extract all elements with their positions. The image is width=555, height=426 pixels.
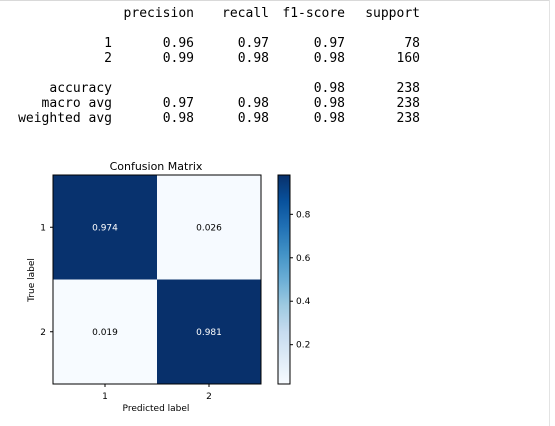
row-label: macro avg (41, 96, 112, 111)
header-precision: precision (123, 6, 194, 21)
y-tick-label: 2 (40, 328, 46, 338)
header-recall: recall (222, 6, 269, 21)
colorbar-tick-label: 0.2 (296, 341, 310, 351)
report-row-class-2: 2 0.99 0.98 0.98 160 (8, 51, 420, 66)
recall-value: 0.98 (237, 111, 269, 126)
chart-title: Confusion Matrix (110, 160, 203, 173)
right-border (549, 0, 550, 426)
matrix-frame (52, 174, 262, 385)
precision-value: 0.96 (162, 36, 194, 51)
f1-value: 0.98 (313, 51, 345, 66)
cell-value-label: 0.019 (92, 328, 118, 338)
y-axis-label: True label (27, 258, 37, 303)
report-row-class-1: 1 0.96 0.97 0.97 78 (8, 36, 420, 51)
support-value: 78 (404, 36, 420, 51)
header-f1-score: f1-score (282, 6, 345, 21)
recall-value: 0.97 (237, 36, 269, 51)
precision-value: 0.99 (162, 51, 194, 66)
colorbar-tick-label: 0.8 (296, 210, 311, 220)
top-border (0, 0, 549, 1)
f1-value: 0.98 (313, 96, 345, 111)
y-tick-label: 1 (40, 223, 46, 233)
x-tick-label: 1 (102, 392, 108, 402)
row-label: accuracy (49, 81, 112, 96)
row-label: weighted avg (18, 111, 112, 126)
f1-value: 0.98 (313, 81, 345, 96)
report-row-weighted-avg: weighted avg 0.98 0.98 0.98 238 (8, 111, 420, 126)
f1-value: 0.97 (313, 36, 345, 51)
row-label: 2 (104, 51, 112, 66)
report-header-row: precision recall f1-score support (8, 6, 420, 21)
header-support: support (365, 6, 420, 21)
cell-value-label: 0.981 (196, 328, 222, 338)
x-tick-label: 2 (206, 392, 212, 402)
colorbar-tick-label: 0.4 (296, 297, 311, 307)
support-value: 160 (396, 51, 420, 66)
cell-value-label: 0.026 (196, 223, 222, 233)
report-row-accuracy: accuracy 0.98 238 (8, 81, 420, 96)
recall-value: 0.98 (237, 51, 269, 66)
precision-value: 0.97 (162, 96, 194, 111)
support-value: 238 (396, 111, 420, 126)
matrix-cell-1-1 (53, 175, 157, 280)
precision-value: 0.98 (162, 111, 194, 126)
x-axis-label: Predicted label (123, 404, 190, 414)
matrix-cell-2-1 (53, 279, 157, 384)
matrix-cell-1-2 (157, 175, 261, 280)
matrix-cell-2-2 (157, 279, 261, 384)
support-value: 238 (396, 96, 420, 111)
row-label: 1 (104, 36, 112, 51)
colorbar-tick-label: 0.6 (296, 254, 311, 264)
support-value: 238 (396, 81, 420, 96)
colorbar (277, 174, 291, 385)
classification-report: precision recall f1-score support 1 0.96… (8, 6, 420, 126)
f1-value: 0.98 (313, 111, 345, 126)
cell-value-label: 0.974 (92, 223, 118, 233)
report-row-macro-avg: macro avg 0.97 0.98 0.98 238 (8, 96, 420, 111)
recall-value: 0.98 (237, 96, 269, 111)
